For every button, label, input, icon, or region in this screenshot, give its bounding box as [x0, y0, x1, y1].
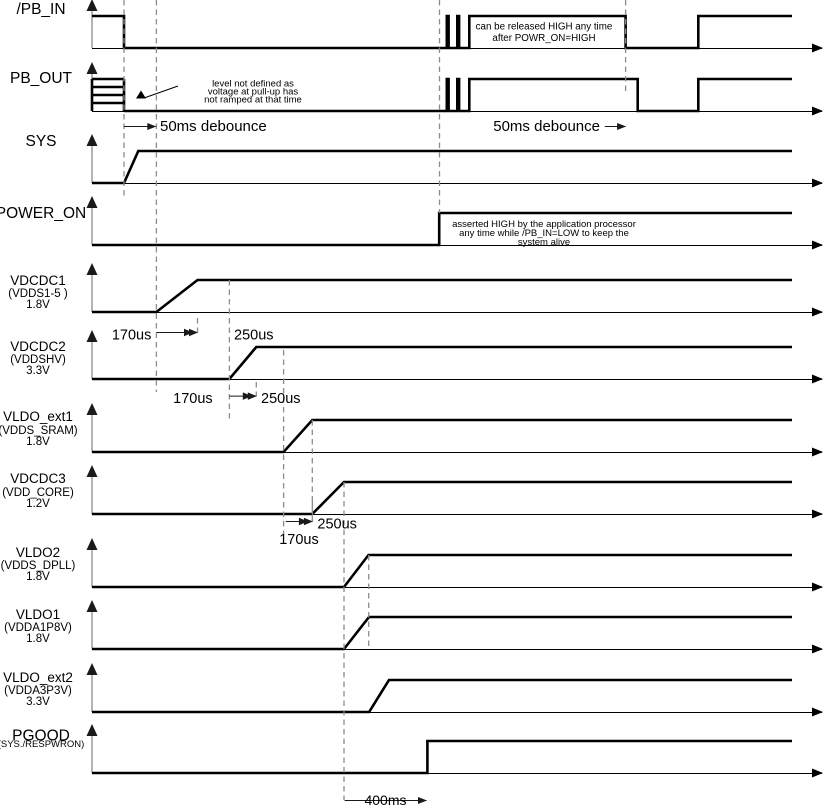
svg-text:PB_OUT: PB_OUT: [10, 70, 73, 87]
svg-text:can be released HIGH any time: can be released HIGH any time: [476, 22, 613, 33]
svg-text:170us: 170us: [279, 532, 319, 548]
svg-text:system alive: system alive: [518, 237, 570, 248]
svg-text:VLDO_ext1: VLDO_ext1: [3, 409, 73, 424]
svg-text:50ms debounce: 50ms debounce: [493, 118, 600, 135]
svg-text:250us: 250us: [261, 391, 301, 407]
svg-text:3.3V: 3.3V: [26, 696, 50, 708]
svg-text:170us: 170us: [173, 391, 213, 407]
svg-text:POWER_ON: POWER_ON: [0, 205, 86, 222]
svg-text:1.8V: 1.8V: [26, 436, 50, 448]
svg-text:VDCDC1: VDCDC1: [10, 273, 66, 288]
svg-text:400ms: 400ms: [364, 792, 406, 808]
svg-text:/PB_IN: /PB_IN: [16, 1, 65, 18]
svg-text:250us: 250us: [234, 327, 274, 343]
svg-text:170us: 170us: [112, 327, 152, 343]
svg-text:VLDO2: VLDO2: [16, 545, 60, 560]
svg-text:1.8V: 1.8V: [26, 299, 50, 311]
svg-text:VLDO_ext2: VLDO_ext2: [3, 670, 73, 685]
svg-text:50ms debounce: 50ms debounce: [160, 118, 267, 135]
svg-text:not ramped at that time: not ramped at that time: [204, 95, 302, 106]
svg-text:1.8V: 1.8V: [26, 571, 50, 583]
svg-text:VDCDC3: VDCDC3: [10, 471, 66, 486]
svg-text:1.2V: 1.2V: [26, 498, 50, 510]
svg-text:SYS: SYS: [25, 133, 56, 150]
svg-text:(SYS./RESPWRON): (SYS./RESPWRON): [0, 739, 84, 750]
svg-text:after POWR_ON=HIGH: after POWR_ON=HIGH: [492, 33, 595, 44]
svg-text:3.3V: 3.3V: [26, 365, 50, 377]
svg-text:250us: 250us: [317, 517, 357, 533]
svg-text:1.8V: 1.8V: [26, 633, 50, 645]
svg-text:VLDO1: VLDO1: [16, 607, 60, 622]
svg-text:VDCDC2: VDCDC2: [10, 339, 66, 354]
